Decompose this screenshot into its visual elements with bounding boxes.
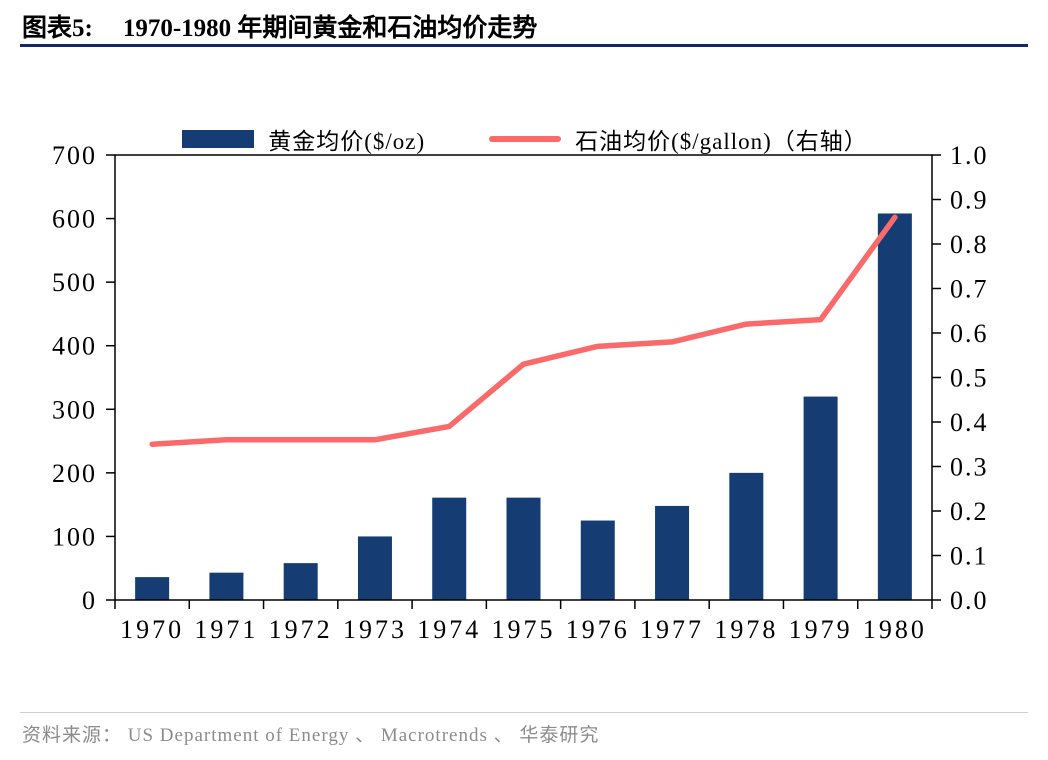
left-axis-label: 0: [82, 586, 97, 615]
right-axis-label: 0.7: [950, 275, 989, 304]
legend-label-oil: 石油均价($/gallon)（右轴）: [575, 129, 868, 154]
right-axis-label: 1.0: [950, 141, 989, 170]
right-axis-label: 0.6: [950, 319, 989, 348]
left-axis-label: 300: [52, 395, 97, 424]
gold-bar: [135, 577, 170, 600]
gold-bar: [209, 572, 244, 600]
right-axis-label: 0.4: [950, 408, 989, 437]
figure-label: 图表5:: [22, 15, 93, 42]
x-axis-label: 1971: [194, 615, 258, 644]
x-axis-label: 1970: [120, 615, 184, 644]
left-axis-label: 500: [52, 268, 97, 297]
left-axis-label: 100: [52, 522, 97, 551]
gold-bar: [655, 505, 690, 600]
right-axis-label: 0.0: [950, 586, 989, 615]
gold-bar: [432, 497, 467, 600]
left-axis-label: 200: [52, 459, 97, 488]
gold-bar: [803, 396, 838, 600]
gold-bar: [877, 213, 912, 600]
source-text: 资料来源： US Department of Energy 、 Macrotre…: [22, 725, 600, 746]
x-axis-label: 1974: [417, 615, 481, 644]
oil-line-swatch: [489, 136, 562, 142]
chart-legend: 黄金均价($/oz) 石油均价($/gallon)（右轴）: [115, 122, 935, 156]
left-axis-label: 700: [52, 141, 97, 170]
x-axis-label: 1979: [789, 615, 853, 644]
gold-bar-swatch: [182, 130, 255, 148]
right-axis-label: 0.9: [950, 186, 989, 215]
gold-bar: [283, 563, 318, 600]
right-axis-label: 0.3: [950, 453, 989, 482]
oil-line: [149, 214, 898, 447]
gold-bar: [729, 472, 764, 600]
x-axis-label: 1973: [343, 615, 407, 644]
right-axis-label: 0.8: [950, 230, 989, 259]
legend-item-gold: 黄金均价($/oz): [182, 122, 425, 156]
left-axis-label: 400: [52, 332, 97, 361]
legend-item-oil: 石油均价($/gallon)（右轴）: [489, 122, 868, 156]
x-axis-label: 1972: [269, 615, 333, 644]
x-axis-label: 1978: [714, 615, 778, 644]
gold-bar: [506, 497, 541, 600]
left-axis-label: 600: [52, 205, 97, 234]
footer-divider: [20, 712, 1028, 713]
x-axis-label: 1975: [492, 615, 556, 644]
page-title: 1970-1980 年期间黄金和石油均价走势: [122, 15, 538, 42]
x-axis-label: 1977: [640, 615, 704, 644]
x-axis-label: 1976: [566, 615, 630, 644]
x-axis-label: 1980: [863, 615, 927, 644]
right-axis-label: 0.5: [950, 364, 989, 393]
gold-bar: [580, 520, 615, 600]
title-divider: [20, 44, 1028, 47]
legend-label-gold: 黄金均价($/oz): [268, 129, 426, 154]
right-axis-label: 0.1: [950, 542, 989, 571]
gold-bar: [357, 536, 392, 600]
right-axis-label: 0.2: [950, 497, 989, 526]
chart-header: 图表5: 1970-1980 年期间黄金和石油均价走势: [22, 8, 537, 44]
